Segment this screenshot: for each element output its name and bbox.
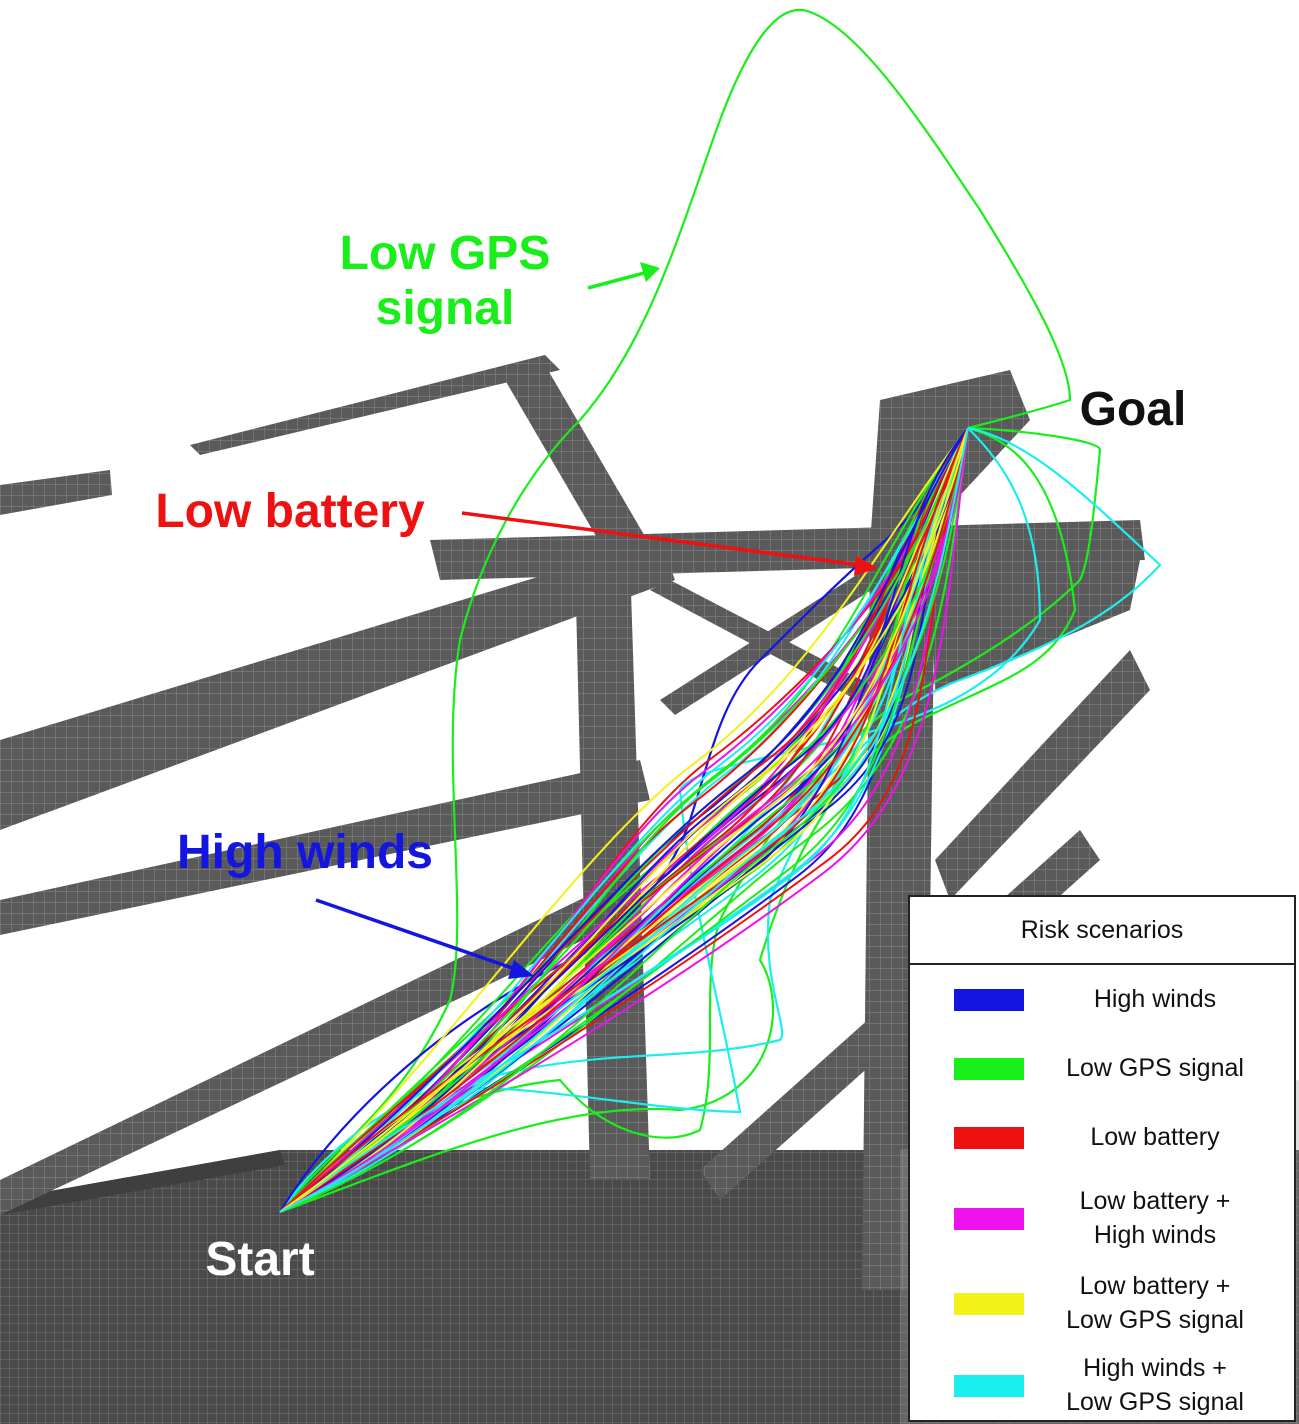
high-winds-arrowhead — [508, 960, 534, 979]
legend-label: Low battery — [1090, 1123, 1220, 1151]
legend-item-high-winds: High winds — [910, 983, 1294, 1017]
trajectory-line — [279, 427, 969, 1213]
trajectory-line — [279, 427, 969, 1213]
middle-left-beam — [0, 760, 650, 935]
legend-label: High winds + Low GPS signal — [1066, 1354, 1244, 1416]
trajectory-line — [279, 427, 969, 1213]
tower-left-diagonal — [505, 365, 650, 560]
legend-swatch — [954, 1057, 1024, 1080]
tower-left-leg — [575, 560, 650, 1180]
trajectory-bundle — [279, 427, 969, 1213]
trajectory-line — [279, 427, 969, 1213]
legend-label: Low battery + Low GPS signal — [1066, 1272, 1244, 1334]
low-gps-annotation: Low GPS signal — [339, 227, 551, 336]
legend-item-high-winds-low-gps: High winds + Low GPS signal — [910, 1352, 1294, 1420]
low-gps-arrowhead — [640, 262, 660, 282]
legend-item-low-battery-high-winds: Low battery + High winds — [910, 1185, 1294, 1253]
trajectory-line — [279, 427, 969, 1213]
low-gps-arrow — [587, 270, 649, 290]
right-beam-upper — [930, 560, 1140, 690]
lower-left-beam — [0, 890, 615, 1215]
tower-bracing-2 — [660, 560, 895, 715]
annotation-arrows — [315, 262, 878, 979]
high-winds-arrow — [315, 898, 519, 972]
trajectory-line — [279, 427, 969, 1213]
low-battery-arrow — [461, 511, 861, 567]
trajectory-line — [279, 427, 969, 1213]
legend-item-low-battery-low-gps: Low battery + Low GPS signal — [910, 1270, 1294, 1338]
legend-swatch — [954, 1207, 1024, 1230]
legend-label: Low GPS signal — [1066, 1054, 1244, 1082]
high-winds-annotation: High winds — [177, 826, 433, 879]
legend-swatch — [954, 1292, 1024, 1315]
legend-swatch — [954, 1374, 1024, 1397]
legend-swatch — [954, 988, 1024, 1011]
legend-item-low-gps: Low GPS signal — [910, 1052, 1294, 1086]
trajectory-line — [279, 427, 969, 1213]
start-label: Start — [205, 1233, 315, 1286]
right-beam-lower — [935, 650, 1150, 900]
left-stub-beam — [0, 470, 112, 515]
trajectory-line — [279, 427, 969, 1213]
low-battery-arrowhead — [854, 556, 878, 576]
trajectory-line — [279, 427, 969, 1213]
trajectory-line — [279, 427, 969, 1213]
legend-box: Risk scenarios High winds Low GPS signal… — [908, 895, 1296, 1422]
legend-title: Risk scenarios — [910, 897, 1294, 965]
trajectory-line — [279, 427, 969, 1213]
goal-label: Goal — [1079, 383, 1187, 436]
legend-label: Low battery + High winds — [1079, 1187, 1231, 1249]
low-battery-annotation: Low battery — [155, 485, 425, 538]
trajectory-line — [279, 427, 969, 1213]
ground-edge — [0, 1150, 285, 1215]
trajectory-low-gps-outlier — [279, 9, 1072, 1213]
legend-label: High winds — [1093, 985, 1217, 1013]
top-left-wire — [190, 355, 560, 455]
upper-left-beam — [0, 540, 675, 830]
trajectory-line — [279, 427, 969, 1213]
legend-swatch — [954, 1126, 1024, 1149]
legend-item-low-battery: Low battery — [910, 1121, 1294, 1155]
trajectory-line — [279, 427, 969, 1213]
